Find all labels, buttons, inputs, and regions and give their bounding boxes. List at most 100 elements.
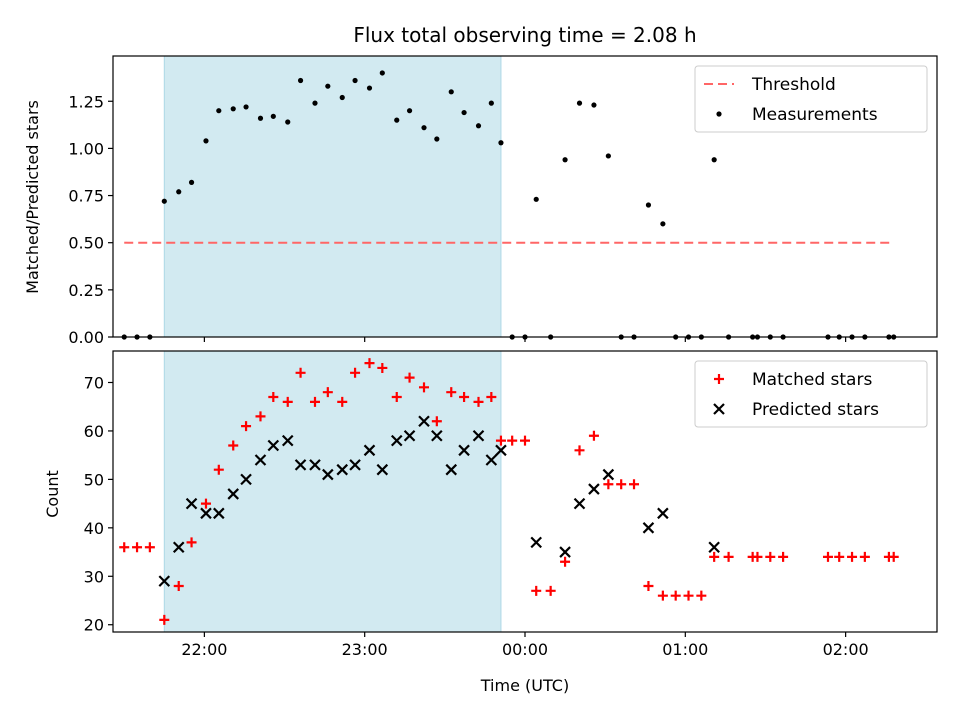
predicted-star-point: [185, 497, 198, 510]
predicted-star-point: [445, 463, 458, 476]
measurement-point: [711, 157, 717, 163]
matched-star-point: [765, 551, 776, 562]
matched-star-point: [683, 590, 694, 601]
matched-star-point: [282, 396, 293, 407]
matched-star-point: [419, 382, 430, 393]
predicted-star-point: [336, 463, 349, 476]
bottom-y-tick-label: 60: [84, 422, 104, 441]
measurement-point: [394, 117, 400, 123]
predicted-star-point: [267, 439, 280, 452]
predicted-star-point: [363, 444, 376, 457]
matched-star-point: [888, 551, 899, 562]
measurement-point: [216, 108, 222, 114]
predicted-star-point: [309, 459, 321, 471]
bottom-chart-ylabel: Count: [43, 470, 62, 518]
legend-predicted-handle: [713, 403, 725, 415]
matched-star-point: [350, 367, 361, 378]
matched-star-point: [588, 430, 599, 441]
measurement-point: [230, 106, 236, 112]
matched-star-point: [643, 580, 654, 591]
legend-matched-handle: [714, 374, 724, 384]
measurement-point: [421, 125, 427, 131]
bottom-series-1: [158, 415, 720, 587]
bottom-legend-label: Predicted stars: [752, 400, 879, 420]
matched-star-point: [364, 358, 375, 369]
measurement-point: [379, 70, 385, 76]
measurement-point: [297, 77, 304, 84]
legend-measurement-handle: [716, 111, 722, 117]
top-y-tick-label: 0.25: [68, 281, 104, 300]
bottom-shaded-region: [163, 350, 502, 633]
predicted-star-point: [227, 488, 240, 500]
predicted-star-point: [559, 546, 571, 558]
measurement-point: [312, 100, 318, 106]
top-y-tick-label: 1.25: [68, 92, 104, 111]
measurement-point: [188, 179, 195, 185]
measurement-point: [488, 100, 494, 106]
top-chart-ylabel: Matched/Predicted stars: [23, 100, 42, 294]
matched-star-point: [603, 479, 614, 490]
matched-star-point: [119, 542, 130, 553]
matched-star-point: [295, 367, 306, 378]
predicted-star-point: [588, 483, 600, 495]
bottom-x-tick-label: 22:00: [181, 640, 227, 659]
top-plot: 0.00 0.25 0.50 0.75 1.00 1.25 Threshold Measure…: [68, 55, 938, 347]
measurement-point: [243, 104, 249, 110]
matched-star-point: [696, 590, 707, 601]
matched-star-point: [834, 551, 845, 562]
predicted-star-point: [573, 497, 586, 510]
top-y-tick-label: 0.50: [68, 234, 104, 253]
measurement-point: [475, 123, 482, 129]
matched-star-point: [391, 392, 402, 403]
predicted-star-point: [642, 522, 655, 534]
matched-star-point: [486, 392, 497, 403]
bottom-legend-label: Matched stars: [752, 370, 872, 390]
bottom-x-tick-label: 00:00: [502, 640, 548, 659]
predicted-star-point: [403, 430, 416, 442]
top-legend-box: [694, 65, 928, 133]
matched-star-point: [574, 445, 585, 456]
predicted-star-point: [657, 507, 669, 520]
matched-star-point: [446, 387, 457, 398]
predicted-star-point: [390, 434, 403, 447]
bottom-legend-box: [694, 360, 928, 428]
bottom-y-tick-label: 40: [84, 519, 104, 538]
predicted-star-point: [322, 468, 334, 481]
matched-star-point: [531, 585, 542, 596]
top-y-tick-label: 0.75: [68, 187, 104, 206]
bottom-y-tick-label: 70: [84, 373, 104, 392]
measurement-point: [161, 198, 167, 204]
predicted-star-point: [458, 444, 470, 457]
matched-star-point: [404, 372, 415, 383]
measurement-point: [325, 83, 331, 89]
predicted-star-point: [431, 430, 443, 442]
matched-star-point: [495, 435, 506, 446]
measurement-point: [562, 157, 568, 163]
matched-star-point: [144, 542, 155, 553]
predicted-star-point: [349, 459, 361, 471]
predicted-star-point: [530, 536, 542, 549]
predicted-star-point: [708, 541, 720, 553]
bottom-series-0: [119, 358, 899, 625]
top-chart-title: Flux total observing time = 2.08 h: [353, 23, 696, 47]
matched-star-point: [186, 537, 197, 548]
matched-star-point: [616, 479, 627, 490]
predicted-star-point: [213, 507, 225, 520]
matched-star-point: [629, 479, 640, 490]
matched-star-point: [752, 551, 763, 562]
measurement-point: [434, 136, 440, 142]
matched-star-point: [507, 435, 518, 446]
matched-star-point: [520, 435, 530, 446]
matched-star-point: [847, 551, 858, 562]
predicted-star-point: [200, 507, 212, 520]
predicted-star-point: [172, 541, 185, 553]
matched-star-point: [213, 464, 224, 475]
bottom-y-tick-label: 20: [84, 616, 104, 635]
bottom-plot: 22:00 23:00 00:00 01:00 02:00 20 30 40 50 60 70 Mat…: [84, 350, 938, 659]
top-y-tick-label: 1.00: [68, 139, 104, 158]
measurement-point: [352, 77, 358, 84]
bottom-x-tick-label: 02:00: [823, 640, 869, 659]
matched-star-point: [459, 392, 470, 403]
bottom-x-tick-label: 23:00: [342, 640, 388, 659]
